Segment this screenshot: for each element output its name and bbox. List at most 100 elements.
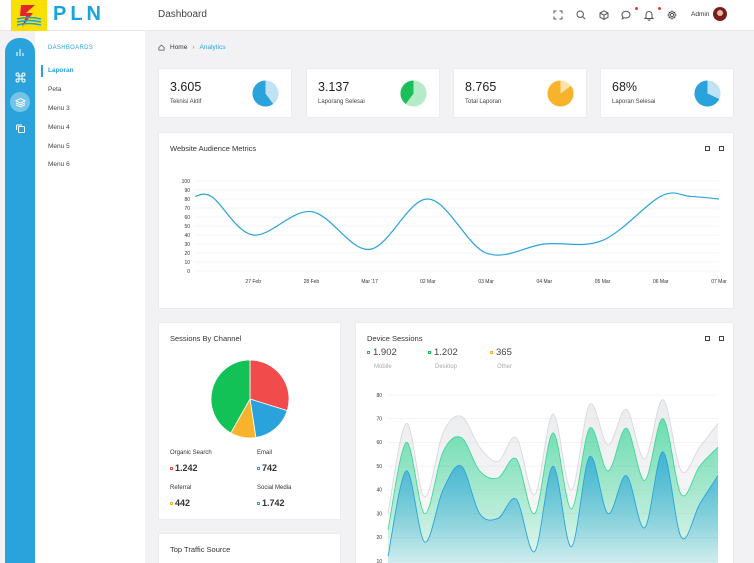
pie-slice <box>210 359 251 434</box>
device-stat-number: 365 <box>496 347 512 358</box>
pln-logo-icon[interactable] <box>11 0 47 31</box>
series-line <box>387 418 719 531</box>
minimize-icon[interactable] <box>705 146 710 151</box>
device-area-chart: 10 20 30 40 50 60 70 80 <box>376 393 719 563</box>
maximize-icon[interactable] <box>719 146 724 151</box>
y-tick-label: 10 <box>376 559 382 563</box>
copy-icon[interactable] <box>12 120 28 136</box>
x-tick-label: 03 Mar <box>478 279 494 285</box>
y-tick-label: 70 <box>376 417 382 423</box>
legend-swatch <box>170 466 173 470</box>
y-tick-label: 30 <box>184 242 190 248</box>
cube-icon[interactable] <box>598 9 610 21</box>
chevron-right-icon: › <box>192 44 195 51</box>
bell-icon[interactable] <box>643 9 655 21</box>
stat-label: Total Laporan <box>465 99 502 105</box>
stat-value: 3.605 <box>170 80 202 94</box>
stat-pie-chart <box>694 80 721 107</box>
search-icon[interactable] <box>575 9 587 21</box>
layers-icon[interactable] <box>10 92 30 112</box>
pie-slice <box>249 398 288 439</box>
series-line <box>387 399 719 514</box>
device-stat-number: 1.202 <box>434 347 458 358</box>
legend-value: 442 <box>170 498 190 508</box>
y-tick-label: 90 <box>184 188 190 194</box>
device-stat-label: Desktop <box>435 364 458 370</box>
sidebar-section-title: DASHBOARDS <box>48 45 94 51</box>
legend-label: Organic Search <box>170 450 212 456</box>
brand-name: PLN <box>53 3 105 25</box>
y-tick-label: 60 <box>376 440 382 446</box>
icon-rail <box>5 38 35 563</box>
legend-value: 1.242 <box>170 463 198 473</box>
device-stat-value: 365 <box>490 347 512 358</box>
legend-label: Email <box>257 450 273 456</box>
legend-swatch <box>170 501 173 505</box>
sidebar-item-menu-5[interactable]: Menu 5 <box>48 143 70 150</box>
x-tick-label: 05 Mar <box>595 279 611 285</box>
legend-swatch <box>257 466 260 470</box>
card-title: Website Audience Metrics <box>170 144 257 153</box>
command-icon[interactable] <box>12 69 28 85</box>
chat-notification-dot <box>635 7 638 10</box>
fullscreen-icon[interactable] <box>552 9 564 21</box>
stat-pie-chart <box>547 80 574 107</box>
legend-number: 1.242 <box>175 463 198 473</box>
stat-card: 3.605 Teknisi Aktif <box>158 68 292 118</box>
stat-value: 3.137 <box>318 80 350 94</box>
pie-slice <box>400 80 414 105</box>
y-tick-label: 40 <box>376 488 382 494</box>
stat-value: 8.765 <box>465 80 497 94</box>
y-tick-label: 20 <box>184 251 190 257</box>
gear-icon[interactable] <box>666 9 678 21</box>
stat-label: Laporan Selesai <box>612 99 656 105</box>
audience-card: Website Audience Metrics 0 10 20 30 40 50 60 70… <box>158 132 734 309</box>
pie-slice <box>694 80 720 107</box>
device-card: Device Sessions 1.902 Mobile 1.202 Deskt… <box>355 322 734 563</box>
sidebar-item-menu-4[interactable]: Menu 4 <box>48 124 70 131</box>
legend-number: 742 <box>262 463 278 473</box>
x-tick-label: 06 Mar <box>653 279 669 285</box>
device-stat-label: Mobile <box>374 364 392 370</box>
traffic-card: Top Traffic Source <box>158 533 341 563</box>
x-tick-label: 02 Mar <box>420 279 436 285</box>
series-line <box>387 451 719 557</box>
x-tick-label: Mar '17 <box>361 279 378 285</box>
legend-value: 742 <box>257 463 277 473</box>
user-name[interactable]: Admin <box>691 11 710 18</box>
sidebar-item-peta[interactable]: Peta <box>48 86 62 93</box>
device-stat-label: Other <box>497 364 513 370</box>
audience-line-chart: 0 10 20 30 40 50 60 70 80 90 100 27 Feb 28 Feb Mar '1… <box>182 179 727 285</box>
pie-slice <box>252 80 274 107</box>
stat-pie-chart <box>400 80 427 107</box>
card-title: Sessions By Channel <box>170 334 242 343</box>
avatar[interactable] <box>713 7 727 21</box>
legend-label: Social Media <box>257 485 292 491</box>
breadcrumb-home[interactable]: Home <box>170 44 188 51</box>
legend-value: 1.742 <box>257 498 285 508</box>
minimize-icon[interactable] <box>705 336 710 341</box>
device-stat-value: 1.202 <box>428 347 458 358</box>
y-tick-label: 10 <box>184 260 190 266</box>
y-tick-label: 0 <box>187 269 190 275</box>
y-tick-label: 30 <box>376 511 382 517</box>
maximize-icon[interactable] <box>719 336 724 341</box>
sidebar-item-menu-3[interactable]: Menu 3 <box>48 105 70 112</box>
breadcrumb: Home › Analytics <box>158 44 226 51</box>
series-line <box>194 192 720 256</box>
stat-card: 8.765 Total Laporan <box>453 68 587 118</box>
sidebar-item-laporan[interactable]: Laporan <box>48 67 74 74</box>
home-icon[interactable] <box>158 44 165 51</box>
legend-number: 1.742 <box>262 498 285 508</box>
sessions-pie-chart <box>210 359 290 439</box>
legend-swatch <box>367 351 370 354</box>
chart-bar-icon[interactable] <box>12 44 28 60</box>
x-tick-label: 28 Feb <box>304 279 320 285</box>
sessions-card: Sessions By Channel Organic Search 1.242… <box>158 322 341 520</box>
pie-slice <box>547 80 574 107</box>
legend-swatch <box>490 351 493 354</box>
sidebar-item-menu-6[interactable]: Menu 6 <box>48 161 70 168</box>
chat-icon[interactable] <box>620 9 632 21</box>
legend-number: 442 <box>175 498 191 508</box>
card-title: Device Sessions <box>367 334 423 343</box>
